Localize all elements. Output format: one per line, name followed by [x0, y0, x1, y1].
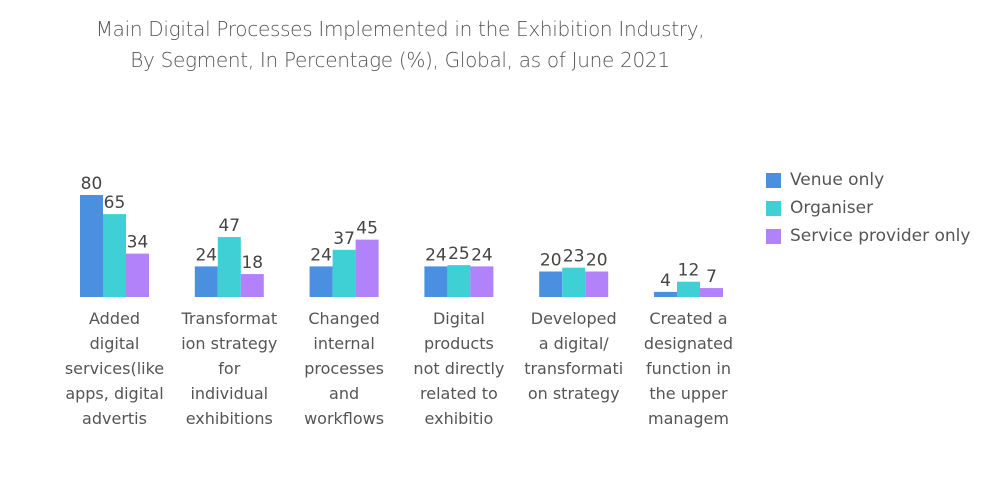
x-tick-label-line: the upper: [649, 384, 728, 403]
x-tick-label-line: exhibitio: [425, 409, 494, 428]
x-tick-label-line: exhibitions: [186, 409, 273, 428]
x-tick-label-line: digital: [90, 334, 140, 353]
x-tick-label-line: apps, digital: [65, 384, 163, 403]
bar[interactable]: [700, 288, 723, 297]
bar-group: 24 25 24: [424, 244, 494, 297]
chart-title: Main Digital Processes Implemented in th…: [95, 17, 705, 41]
bar[interactable]: [677, 281, 700, 297]
data-label: 25: [448, 244, 470, 264]
legend-item-venue-only[interactable]: Venue only: [766, 166, 970, 194]
chart-subtitle: By Segment, In Percentage (%), Global, a…: [130, 48, 670, 72]
x-tick-label-line: workflows: [304, 409, 384, 428]
legend-item-organiser[interactable]: Organiser: [766, 194, 970, 222]
x-tick-label-line: managem: [648, 409, 729, 428]
data-label: 7: [706, 267, 717, 287]
x-tick-label-line: transformati: [524, 359, 623, 378]
x-tick-label-line: on strategy: [528, 384, 620, 403]
x-tick-label-line: ion strategy: [181, 334, 277, 353]
x-tick-label-line: and: [329, 384, 359, 403]
x-tick-label-line: processes: [304, 359, 384, 378]
data-label: 24: [425, 245, 447, 265]
data-label: 18: [241, 253, 263, 273]
x-tick-label-line: Added: [89, 309, 140, 328]
legend-swatch: [766, 228, 781, 244]
data-label: 23: [563, 247, 585, 267]
bar[interactable]: [355, 239, 379, 297]
x-tick-label-line: function in: [646, 359, 731, 378]
x-tick-label: Created a designated function in the upper m…: [644, 309, 733, 428]
bar-group: 4 12 7: [654, 261, 723, 297]
x-tick-label: Transformat ion strategy for individual exhi…: [180, 309, 277, 428]
data-label: 24: [195, 245, 217, 265]
bar[interactable]: [194, 266, 218, 297]
x-tick-label-line: designated: [644, 334, 733, 353]
data-label: 20: [586, 251, 608, 271]
data-label: 20: [540, 251, 562, 271]
x-tick-label-line: a digital/: [539, 334, 610, 353]
bar[interactable]: [332, 249, 356, 297]
x-tick-label: Developed a digital/transformati on strate…: [524, 309, 623, 403]
bar[interactable]: [585, 271, 609, 298]
x-tick-label-line: advertis: [82, 409, 147, 428]
x-tick-label: Digital products not directly related to exh…: [413, 309, 504, 428]
x-tick-label: Changed internal processes and workflows: [304, 309, 384, 428]
legend: Venue only Organiser Service provider on…: [766, 166, 970, 250]
legend-label: Service provider only: [790, 226, 971, 246]
bar[interactable]: [539, 271, 563, 298]
data-label: 47: [218, 216, 240, 236]
data-label: 4: [660, 271, 671, 291]
data-label: 37: [333, 229, 355, 249]
data-label: 65: [104, 193, 126, 213]
bar[interactable]: [424, 266, 448, 297]
x-tick-label-line: products: [424, 334, 494, 353]
x-tick-label-line: Digital: [433, 309, 485, 328]
bar[interactable]: [126, 253, 149, 297]
data-label: 45: [356, 219, 378, 239]
bar[interactable]: [80, 195, 103, 297]
bar[interactable]: [562, 267, 586, 297]
data-label: 80: [81, 174, 103, 194]
legend-swatch: [766, 172, 781, 188]
x-tick-label-line: Changed: [308, 309, 379, 328]
bar-group: 20 23 20: [539, 247, 609, 298]
bar[interactable]: [240, 274, 264, 297]
data-label: 24: [471, 245, 493, 265]
chart-title-block: Main Digital Processes Implemented in th…: [0, 14, 800, 76]
data-label: 24: [310, 245, 332, 265]
bar[interactable]: [217, 237, 241, 297]
bar[interactable]: [470, 266, 494, 297]
data-label: 34: [127, 233, 149, 253]
data-label: 12: [678, 261, 700, 281]
bar[interactable]: [103, 214, 126, 297]
legend-label: Organiser: [790, 198, 874, 218]
x-tick-label-line: internal: [313, 334, 374, 353]
x-tick-label-line: services(like: [65, 359, 164, 378]
x-tick-label-line: Developed: [531, 309, 617, 328]
x-tick-label-line: not directly: [413, 359, 504, 378]
x-tick-label-line: for: [218, 359, 240, 378]
bar[interactable]: [309, 266, 333, 297]
legend-item-service-provider-only[interactable]: Service provider only: [766, 222, 970, 250]
legend-label: Venue only: [790, 170, 885, 190]
x-tick-label-line: Transformat: [180, 309, 277, 328]
bar[interactable]: [654, 291, 677, 297]
x-tick-label-line: related to: [420, 384, 498, 403]
bar[interactable]: [447, 265, 471, 297]
legend-swatch: [766, 200, 781, 216]
x-tick-label-line: individual: [190, 384, 268, 403]
x-tick-label-line: Created a: [649, 309, 727, 328]
x-tick-label: Added digital services(like apps, digital ad…: [65, 309, 164, 428]
